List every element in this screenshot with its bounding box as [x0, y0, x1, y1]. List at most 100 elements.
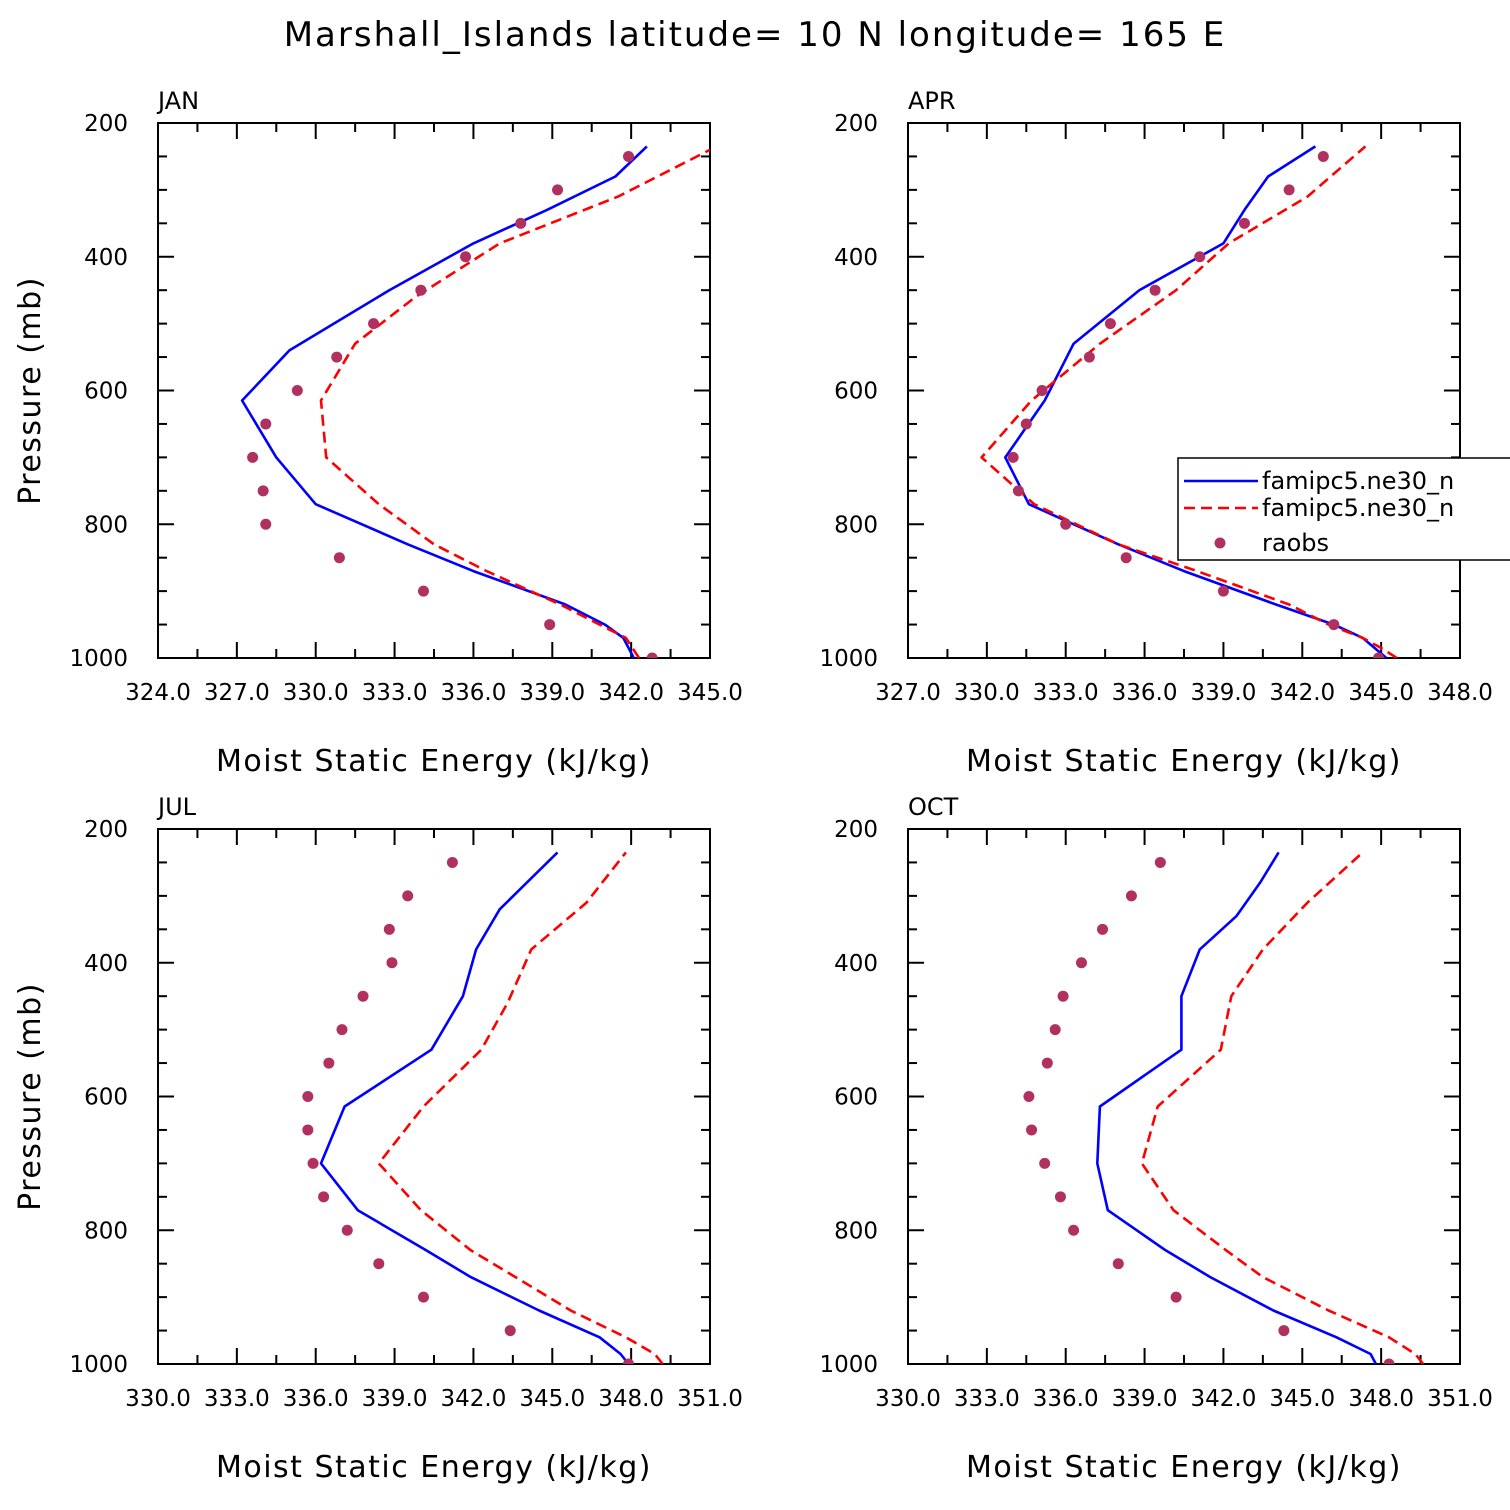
raobs-point — [386, 957, 398, 969]
legend-label: famipc5.ne30_n — [1262, 467, 1454, 495]
series-line-solid — [240, 145, 648, 658]
x-axis-label: Moist Static Energy (kJ/kg) — [966, 744, 1402, 779]
raobs-point — [1170, 1291, 1182, 1303]
raobs-point — [1097, 923, 1109, 935]
y-tick-label: 1000 — [69, 1352, 128, 1378]
series-line-solid — [1096, 851, 1378, 1364]
y-tick-label: 800 — [834, 1218, 878, 1244]
plot-area — [980, 145, 1398, 658]
plot-area — [302, 851, 664, 1364]
x-axis-label: Moist Static Energy (kJ/kg) — [216, 744, 652, 779]
x-tick-label: 345.0 — [519, 1386, 585, 1412]
raobs-point — [323, 1057, 335, 1069]
raobs-point — [623, 1358, 635, 1364]
plot-area — [1023, 851, 1425, 1364]
x-tick-label: 333.0 — [204, 1386, 270, 1412]
x-tick-label: 348.0 — [1427, 680, 1493, 706]
series-line-dashed — [377, 851, 664, 1364]
raobs-point — [373, 1258, 385, 1270]
figure-title: Marshall_Islands latitude= 10 N longitud… — [284, 15, 1227, 55]
raobs-point — [646, 652, 658, 658]
legend-marker-raobs — [1214, 537, 1226, 549]
x-tick-label: 345.0 — [1348, 680, 1414, 706]
raobs-point — [504, 1325, 516, 1337]
raobs-point — [1049, 1024, 1061, 1036]
raobs-point — [307, 1157, 319, 1169]
raobs-point — [291, 385, 303, 396]
panel-oct: OCT 330.0 333.0 336.0 339.0 342.0 345.0 348.0 35… — [819, 793, 1492, 1485]
series-line-dashed — [1140, 851, 1425, 1364]
x-tick-label: 339.0 — [1112, 1386, 1178, 1412]
raobs-point — [341, 1224, 353, 1236]
raobs-point — [1020, 418, 1032, 430]
panel-apr: APR 327.0 330.0 333.0 336.0 339.0 342.0 345.0 34… — [819, 87, 1492, 779]
panel-jul: JUL 330.0 333.0 336.0 339.0 342.0 345.0 348.0 35… — [13, 793, 743, 1485]
raobs-point — [260, 418, 272, 430]
panel-title: APR — [908, 87, 956, 115]
x-tick-label: 342.0 — [1269, 680, 1335, 706]
legend-label: raobs — [1262, 529, 1329, 557]
raobs-point — [336, 1024, 348, 1036]
raobs-point — [460, 251, 472, 263]
raobs-point — [1278, 1325, 1290, 1337]
plot-area — [240, 145, 710, 658]
raobs-point — [1125, 890, 1137, 902]
y-tick-label: 400 — [84, 951, 128, 977]
raobs-point — [417, 585, 429, 597]
raobs-point — [247, 451, 259, 463]
x-tick-label: 339.0 — [1190, 680, 1256, 706]
raobs-point — [1283, 184, 1295, 196]
raobs-point — [331, 351, 343, 363]
plot-frame — [907, 122, 1461, 659]
x-tick-label: 348.0 — [1348, 1386, 1414, 1412]
raobs-point — [383, 923, 395, 935]
x-tick-label: 330.0 — [954, 680, 1020, 706]
panel-title: JUL — [156, 793, 197, 821]
raobs-point — [552, 184, 564, 196]
raobs-point — [1083, 351, 1095, 363]
x-tick-label: 345.0 — [677, 680, 743, 706]
x-tick-label: 330.0 — [283, 680, 349, 706]
y-tick-label: 200 — [834, 817, 878, 843]
raobs-point — [302, 1124, 314, 1136]
y-tick-label: 400 — [834, 951, 878, 977]
raobs-point — [1328, 619, 1340, 631]
y-tick-label: 800 — [84, 512, 128, 538]
y-tick-label: 600 — [834, 379, 878, 405]
raobs-point — [368, 318, 380, 330]
raobs-point — [257, 485, 269, 497]
y-tick-label: 800 — [834, 512, 878, 538]
x-tick-label: 351.0 — [677, 1386, 743, 1412]
x-axis-label: Moist Static Energy (kJ/kg) — [966, 1450, 1402, 1485]
raobs-point — [1041, 1057, 1053, 1069]
raobs-point — [1120, 552, 1132, 564]
raobs-point — [446, 856, 458, 868]
raobs-point — [1112, 1258, 1124, 1270]
series-line-dashed — [980, 145, 1398, 658]
raobs-point — [1194, 251, 1206, 263]
y-axis-label: Pressure (mb) — [13, 276, 48, 505]
x-tick-label: 348.0 — [598, 1386, 664, 1412]
raobs-point — [515, 217, 527, 229]
raobs-point — [1023, 1091, 1035, 1102]
x-tick-label: 333.0 — [362, 680, 428, 706]
plot-frame — [907, 828, 1461, 1365]
y-axis-label: Pressure (mb) — [13, 982, 48, 1211]
raobs-point — [302, 1091, 314, 1102]
y-tick-label: 600 — [84, 379, 128, 405]
raobs-point — [1238, 217, 1250, 229]
series-line-solid — [1003, 145, 1388, 658]
y-tick-label: 800 — [84, 1218, 128, 1244]
series-line-dashed — [319, 148, 710, 658]
y-tick-label: 400 — [834, 245, 878, 271]
raobs-point — [1039, 1157, 1051, 1169]
raobs-point — [1057, 990, 1069, 1002]
plot-frame — [157, 828, 711, 1365]
x-axis-label: Moist Static Energy (kJ/kg) — [216, 1450, 652, 1485]
panel-title: JAN — [156, 87, 199, 115]
raobs-point — [1373, 652, 1385, 658]
panel-jan: JAN 324.0 327.0 330.0 333.0 336.0 339.0 342.0 34… — [13, 87, 743, 779]
raobs-point — [402, 890, 414, 902]
